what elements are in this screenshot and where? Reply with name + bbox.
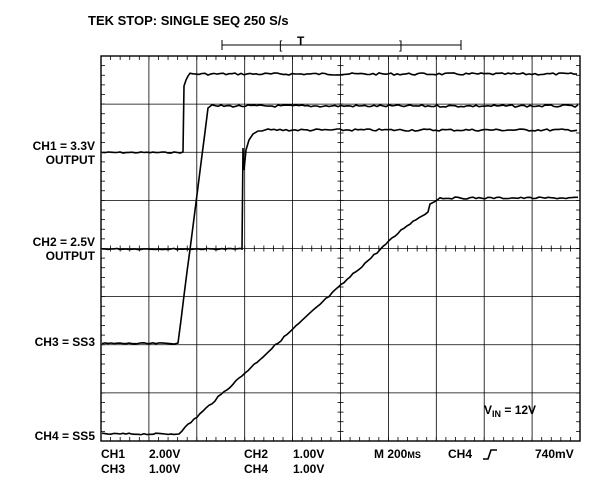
- readout-timebase: M 200MS: [374, 447, 421, 462]
- trigger-marker-label: T: [297, 34, 305, 48]
- readout-ch3-name: CH3: [101, 462, 126, 476]
- readout-ch3-scale: 1.00V: [149, 462, 181, 476]
- ch3-label: CH3 = SS3: [34, 335, 95, 349]
- readout-timebase-unit: MS: [407, 450, 421, 460]
- readout-trigger-level: 740mV: [535, 447, 574, 461]
- vin-annotation: VIN = 12V: [484, 403, 536, 421]
- ch1-output-trace: [101, 72, 578, 154]
- readout-trigger-channel: CH4: [448, 447, 473, 461]
- ch2-label: CH2 = 2.5V OUTPUT: [0, 235, 95, 263]
- rising-edge-trigger-icon: [483, 449, 497, 460]
- vin-subscript: IN: [492, 409, 502, 419]
- readout-ch1-scale: 2.00V: [149, 447, 181, 461]
- ch1-label-line1: CH1 = 3.3V: [32, 139, 95, 153]
- ch1-label-line2: OUTPUT: [45, 153, 95, 167]
- readout-timebase-value: M 200: [374, 447, 408, 461]
- ch2-label-line1: CH2 = 2.5V: [32, 235, 95, 249]
- trigger-window-open-bracket: [: [279, 38, 283, 52]
- trigger-position-bar: [221, 40, 462, 50]
- graticule: [100, 55, 581, 442]
- readout-ch2-scale: 1.00V: [293, 447, 325, 461]
- vin-symbol: V: [484, 403, 493, 417]
- readout-ch1-name: CH1: [101, 447, 126, 461]
- trigger-window-close-bracket: ]: [399, 38, 403, 52]
- ch2-label-line2: OUTPUT: [45, 249, 95, 263]
- acquisition-status: TEK STOP: SINGLE SEQ 250 S/s: [88, 13, 289, 28]
- ch1-label: CH1 = 3.3V OUTPUT: [0, 139, 95, 167]
- waveform-traces: [101, 72, 579, 436]
- ch4-label: CH4 = SS5: [34, 429, 95, 443]
- ch4-soft-start-trace: [101, 196, 578, 436]
- readout-ch2-name: CH2: [244, 447, 269, 461]
- ch3-soft-start-trace: [101, 104, 579, 345]
- ch2-output-trace: [101, 128, 578, 251]
- vin-value: = 12V: [501, 403, 537, 417]
- readout-ch4-scale: 1.00V: [293, 462, 325, 476]
- readout-ch4-name: CH4: [244, 462, 269, 476]
